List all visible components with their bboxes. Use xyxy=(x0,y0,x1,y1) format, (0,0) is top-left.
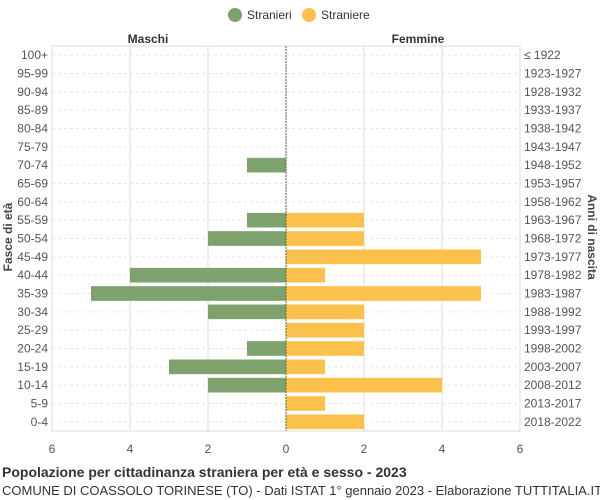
y-axis-title-right: Anni di nascita xyxy=(585,194,599,280)
age-group-label: 100+ xyxy=(21,48,48,62)
birth-year-label: 1998-2002 xyxy=(524,342,582,356)
bar-straniere-10-14 xyxy=(286,377,442,393)
bar-straniere-50-54 xyxy=(286,231,364,246)
birth-year-label: ≤ 1922 xyxy=(524,48,561,62)
bar-stranieri-10-14 xyxy=(208,377,286,393)
bar-straniere-15-19 xyxy=(286,359,325,375)
bar-stranieri-70-74 xyxy=(247,157,286,173)
bar-straniere-45-49 xyxy=(286,249,481,265)
x-tick-label: 6 xyxy=(517,442,524,456)
birth-year-label: 1943-1947 xyxy=(524,140,582,154)
birth-year-label: 1953-1957 xyxy=(524,177,582,191)
birth-year-label: 1973-1977 xyxy=(524,250,582,264)
age-group-label: 95-99 xyxy=(17,67,48,81)
bar-stranieri-35-39 xyxy=(91,286,286,301)
age-group-label: 85-89 xyxy=(17,103,48,117)
birth-year-label: 1978-1982 xyxy=(524,268,582,282)
birth-year-label: 1933-1937 xyxy=(524,103,582,117)
x-tick-label: 4 xyxy=(127,442,134,456)
birth-year-labels: ≤ 1922 1923-1927 1928-1932 1933-1937 1938-19… xyxy=(524,48,582,429)
age-group-label: 40-44 xyxy=(17,268,48,282)
bar-stranieri-30-34 xyxy=(208,304,286,320)
age-group-label: 5-9 xyxy=(31,397,49,411)
age-group-label: 75-79 xyxy=(17,140,48,154)
age-group-labels: 100+ 95-99 90-94 85-89 80-84 75-79 70-74 65-69 6… xyxy=(17,48,48,429)
bar-straniere-0-4 xyxy=(286,414,364,430)
age-group-label: 25-29 xyxy=(17,323,48,337)
bar-stranieri-20-24 xyxy=(247,341,286,356)
age-group-label: 60-64 xyxy=(17,195,48,209)
birth-year-label: 1928-1932 xyxy=(524,85,582,99)
age-group-label: 20-24 xyxy=(17,342,48,356)
x-tick-label: 4 xyxy=(439,442,446,456)
birth-year-label: 1983-1987 xyxy=(524,287,582,301)
bar-stranieri-50-54 xyxy=(208,231,286,246)
age-group-label: 35-39 xyxy=(17,287,48,301)
birth-year-label: 1938-1942 xyxy=(524,122,582,136)
birth-year-label: 1948-1952 xyxy=(524,158,582,172)
x-tick-labels: 6 4 2 0 2 4 6 xyxy=(49,442,524,456)
bar-straniere-40-44 xyxy=(286,267,325,283)
birth-year-label: 2018-2022 xyxy=(524,415,582,429)
right-header: Femmine xyxy=(392,32,445,46)
y-axis-title-left: Fasce di età xyxy=(1,202,15,271)
chart-subtitle: COMUNE DI COASSOLO TORINESE (TO) - Dati … xyxy=(2,483,600,498)
bar-straniere-35-39 xyxy=(286,286,481,301)
x-tick-label: 0 xyxy=(283,442,290,456)
bar-straniere-25-29 xyxy=(286,322,364,338)
birth-year-label: 1968-1972 xyxy=(524,232,582,246)
legend-label-stranieri: Stranieri xyxy=(247,8,292,22)
bar-stranieri-40-44 xyxy=(130,267,286,283)
birth-year-label: 2008-2012 xyxy=(524,378,582,392)
chart-title: Popolazione per cittadinanza straniera p… xyxy=(2,464,407,480)
legend-label-straniere: Straniere xyxy=(321,8,370,22)
age-group-label: 50-54 xyxy=(17,232,48,246)
bar-stranieri-55-59 xyxy=(247,212,286,228)
age-group-label: 65-69 xyxy=(17,177,48,191)
bar-straniere-30-34 xyxy=(286,304,364,320)
x-tick-label: 6 xyxy=(49,442,56,456)
bar-straniere-55-59 xyxy=(286,212,364,228)
birth-year-label: 1988-1992 xyxy=(524,305,582,319)
x-tick-label: 2 xyxy=(205,442,212,456)
bars xyxy=(91,157,481,430)
age-group-label: 55-59 xyxy=(17,213,48,227)
age-group-label: 70-74 xyxy=(17,158,48,172)
bar-straniere-5-9 xyxy=(286,396,325,411)
birth-year-label: 1993-1997 xyxy=(524,323,582,337)
bar-straniere-20-24 xyxy=(286,341,364,356)
age-group-label: 80-84 xyxy=(17,122,48,136)
birth-year-label: 2003-2007 xyxy=(524,360,582,374)
age-group-label: 90-94 xyxy=(17,85,48,99)
age-group-label: 10-14 xyxy=(17,378,48,392)
legend: Stranieri Straniere xyxy=(228,8,370,22)
age-group-label: 30-34 xyxy=(17,305,48,319)
birth-year-label: 1923-1927 xyxy=(524,67,582,81)
x-tick-label: 2 xyxy=(361,442,368,456)
legend-swatch-stranieri xyxy=(228,8,242,22)
age-group-label: 45-49 xyxy=(17,250,48,264)
left-header: Maschi xyxy=(128,32,169,46)
birth-year-label: 2013-2017 xyxy=(524,397,582,411)
age-group-label: 15-19 xyxy=(17,360,48,374)
legend-swatch-straniere xyxy=(302,8,316,22)
birth-year-label: 1958-1962 xyxy=(524,195,582,209)
bar-stranieri-15-19 xyxy=(169,359,286,375)
age-group-label: 0-4 xyxy=(31,415,49,429)
birth-year-label: 1963-1967 xyxy=(524,213,582,227)
